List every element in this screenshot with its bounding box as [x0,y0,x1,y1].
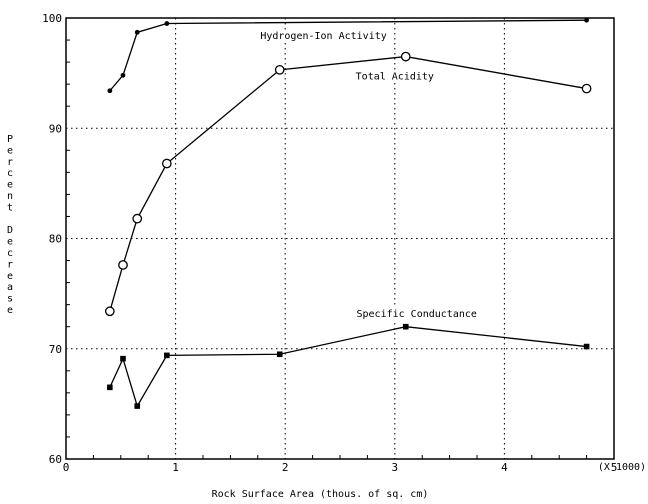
y-tick-label: 90 [49,122,62,135]
y-axis-label-char: s [7,294,13,305]
series-layer [104,17,592,409]
y-axis-label-char: e [7,305,13,316]
data-point [118,260,128,270]
series-label-background [257,29,390,42]
y-axis-label-char: D [7,225,13,236]
y-axis-label-char: e [7,271,13,282]
y-axis-label-char: c [7,248,13,259]
series-specific-conductance [107,323,590,409]
series-line [109,326,587,408]
axis-ticks: 0 1 2 3 4 5 60 70 80 90 100 [42,12,617,474]
data-point [584,17,589,23]
y-axis-label-char: n [7,191,13,202]
series-label: Total Acidity [356,72,434,83]
data-point [120,72,126,78]
y-axis-label-char: a [7,282,13,293]
series-labels: Hydrogen-Ion Activity Total Acidity Specif… [257,29,480,320]
y-axis-label-char: t [7,202,13,213]
data-point [161,158,172,169]
data-point [581,83,592,94]
grid-lines [66,18,614,459]
y-tick-label: 100 [42,12,62,25]
data-point [120,355,126,362]
series-label-background [353,70,437,83]
y-axis-label-char: e [7,145,13,156]
x-axis-multiplier: (X 1000) [598,462,646,473]
x-tick-label: 1 [172,461,179,474]
x-tick-label: 5 [611,461,618,474]
data-point [274,64,285,75]
data-point [276,351,283,358]
data-point [164,352,170,359]
x-axis-label: Rock Surface Area (thous. of sq. cm) [212,489,429,500]
x-tick-label: 0 [63,461,70,474]
data-point [107,384,113,391]
x-tick-label: 4 [501,461,508,474]
data-point [400,51,411,62]
data-point [104,306,115,317]
series-label-background [353,307,480,320]
series-line [109,55,587,312]
y-axis-label-char: c [7,168,13,179]
y-tick-label: 60 [49,453,62,466]
y-tick-label: 70 [49,343,62,356]
data-point [134,403,141,409]
data-point [134,29,140,35]
y-tick-label: 80 [49,233,62,246]
series-total-acidity [104,51,592,317]
series-hydrogen-ion-activity [107,17,589,94]
series-label: Hydrogen-Ion Activity [260,31,386,42]
x-tick-label: 2 [282,461,289,474]
data-point [107,88,113,94]
y-axis-label-char: r [7,259,13,270]
y-axis-label-char: P [7,134,13,145]
data-point [583,343,590,350]
data-point [402,323,409,330]
data-point [164,21,170,26]
y-axis-label-char: e [7,237,13,248]
y-axis-label-char: e [7,180,13,191]
data-point [132,213,143,224]
series-label: Specific Conductance [357,309,477,320]
x-tick-label: 3 [391,461,398,474]
y-axis-label-char: r [7,157,13,168]
